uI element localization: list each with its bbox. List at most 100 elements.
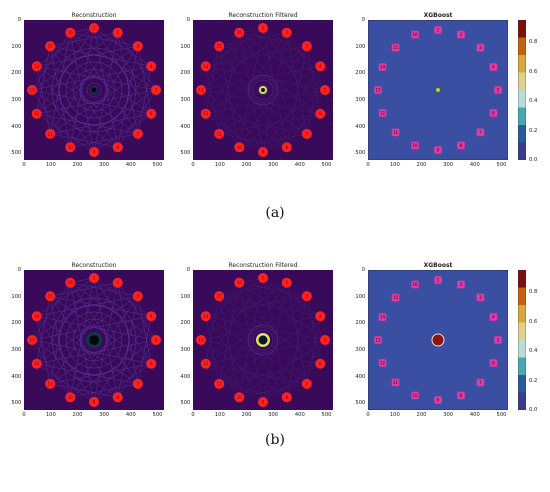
electrode-marker — [391, 43, 400, 52]
y-tick-label: 0 — [361, 17, 366, 23]
y-tick-label: 100 — [11, 43, 22, 50]
x-tick-label: 300 — [443, 412, 454, 418]
panel-title: Reconstruction — [71, 262, 117, 269]
electrode-label: 5 — [324, 338, 327, 343]
electrode-label: 1 — [262, 276, 265, 281]
electrode-marker — [200, 61, 211, 72]
electrode-label: 4 — [492, 315, 495, 320]
electrode-label: 13 — [198, 88, 204, 93]
x-tick-label: 0 — [22, 162, 26, 168]
electrode-label: 8 — [116, 145, 119, 150]
electrode-marker — [214, 378, 225, 389]
colorbar-tick: 0.8 — [529, 39, 538, 46]
electrode-label: 12 — [34, 361, 40, 366]
electrode-label: 1 — [437, 28, 440, 33]
electrode-marker — [315, 108, 326, 119]
electrode-marker — [258, 273, 268, 283]
y-tick-label: 500 — [180, 150, 191, 157]
colorbar-tick: 0.2 — [529, 377, 538, 384]
x-tick-label: 100 — [45, 412, 56, 418]
concentric-rings — [247, 74, 279, 106]
electrode-marker — [411, 280, 419, 289]
x-tick-label: 0 — [191, 412, 195, 418]
electrode-marker — [45, 378, 56, 389]
y-tick-label: 400 — [180, 123, 191, 130]
y-tick-label: 300 — [180, 347, 191, 353]
electrode-label: 1 — [93, 26, 96, 31]
electrode-marker — [489, 109, 498, 117]
x-tick-label: 300 — [443, 162, 454, 168]
electrode-label: 7 — [137, 131, 140, 136]
electrode-label: 4 — [492, 65, 495, 70]
electrode-marker — [281, 142, 292, 153]
electrode-marker — [281, 277, 292, 288]
electrode-label: 15 — [48, 44, 54, 49]
electrode-label: 11 — [393, 380, 399, 385]
electrode-marker — [214, 41, 225, 52]
electrode-marker — [489, 359, 498, 367]
electrode-marker — [315, 61, 326, 72]
x-tick-label: 400 — [469, 162, 480, 168]
electrode-label: 7 — [479, 130, 482, 135]
electrode-marker — [31, 358, 42, 369]
y-tick-label: 0 — [17, 17, 22, 23]
electrode-marker — [320, 85, 330, 95]
electrode-label: 14 — [380, 65, 386, 70]
electrode-marker — [200, 108, 211, 119]
electrode-marker — [27, 85, 37, 95]
electrode-label: 3 — [479, 295, 482, 300]
x-tick-label: 500 — [152, 412, 163, 418]
y-tick-label: 500 — [11, 400, 22, 407]
electrode-marker — [258, 397, 268, 407]
y-tick-label: 0 — [361, 267, 366, 273]
electrode-marker — [489, 313, 498, 321]
electrode-label: 14 — [203, 64, 209, 69]
electrode-marker — [112, 27, 123, 38]
electrode-marker — [374, 86, 382, 94]
panel-title: XGBoost — [423, 12, 453, 19]
electrode-label: 15 — [393, 295, 399, 300]
electrode-marker — [301, 128, 312, 139]
electrode-marker — [31, 108, 42, 119]
x-tick-label: 200 — [241, 162, 252, 168]
electrode-marker — [151, 85, 161, 95]
electrode-marker — [315, 358, 326, 369]
electrode-label: 15 — [217, 44, 223, 49]
y-tick-label: 100 — [180, 43, 191, 50]
electrode-label: 3 — [306, 44, 309, 49]
electrode-label: 9 — [437, 398, 440, 403]
electrode-label: 5 — [497, 88, 500, 93]
x-tick-label: 200 — [72, 162, 83, 168]
electrode-marker — [146, 61, 157, 72]
electrode-label: 16 — [237, 30, 243, 35]
electrode-marker — [214, 128, 225, 139]
electrode-label: 5 — [155, 88, 158, 93]
colorbar-tick: 0.2 — [529, 127, 538, 134]
row-caption: (b) — [265, 432, 285, 448]
electrode-marker — [45, 291, 56, 302]
electrode-label: 2 — [460, 32, 463, 37]
electrode-label: 13 — [375, 88, 381, 93]
y-tick-label: 100 — [355, 43, 366, 50]
electrode-marker — [378, 63, 387, 71]
x-tick-label: 400 — [469, 412, 480, 418]
x-tick-label: 400 — [125, 162, 136, 168]
y-tick-label: 300 — [355, 347, 366, 353]
electrode-label: 7 — [479, 380, 482, 385]
x-tick-label: 200 — [241, 412, 252, 418]
electrode-marker — [301, 378, 312, 389]
y-tick-label: 0 — [186, 17, 191, 23]
electrode-label: 8 — [460, 143, 463, 148]
electrode-marker — [281, 27, 292, 38]
electrode-label: 11 — [48, 131, 54, 136]
row-caption: (a) — [265, 205, 285, 221]
electrode-marker — [457, 280, 465, 289]
x-tick-label: 200 — [416, 412, 427, 418]
electrode-label: 12 — [34, 111, 40, 116]
colorbar-tick: 0.6 — [529, 68, 538, 75]
electrode-marker — [89, 23, 99, 33]
electrode-marker — [234, 27, 245, 38]
